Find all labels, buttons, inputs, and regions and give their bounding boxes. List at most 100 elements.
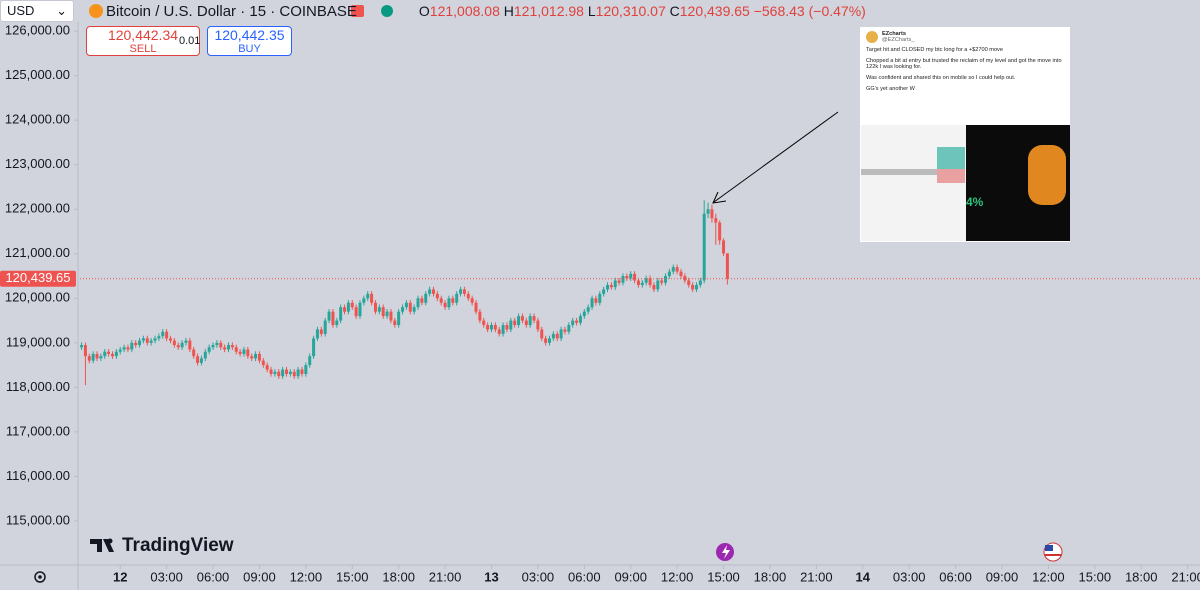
x-tick-label: 09:00 [614, 569, 647, 584]
x-tick-label: 18:00 [382, 569, 415, 584]
candle-body [617, 280, 621, 283]
candle-body [710, 209, 714, 219]
candle-body [443, 302, 447, 308]
y-tick-label: 119,000.00 [6, 334, 70, 349]
change: −568.43 (−0.47%) [753, 3, 866, 19]
candle-body [559, 329, 563, 339]
candle-body [397, 311, 401, 326]
tweet-head: EZcharts @EZCharts_ [860, 27, 1070, 47]
flag-icon[interactable] [1043, 542, 1063, 562]
candle-body [412, 307, 416, 312]
candle-body [238, 351, 242, 354]
ohlc-value: 120,439.65 [679, 3, 750, 19]
candle-body [161, 331, 165, 337]
candle-body [698, 280, 702, 285]
candle-body [288, 371, 292, 374]
candle-body [230, 345, 234, 348]
sell-button[interactable]: 120,442.34 SELL [86, 26, 200, 56]
symbol-icons [89, 4, 393, 18]
ohlc-value: 121,012.98 [513, 3, 584, 19]
candle-body [582, 311, 586, 317]
candle-body [110, 353, 114, 357]
sell-price: 120,442.34 [107, 27, 179, 43]
candle-body [172, 340, 176, 346]
candle-body [474, 302, 478, 312]
candle-body [153, 338, 157, 341]
annotation-arrow [713, 111, 839, 203]
candle-body [385, 311, 389, 317]
candle-body [107, 351, 111, 354]
candle-body [578, 316, 582, 323]
candle-body [424, 293, 428, 303]
candle-body [362, 298, 366, 303]
candle-body [312, 338, 316, 357]
candle-body [609, 284, 613, 288]
candle-body [176, 345, 180, 348]
candle-body [667, 271, 671, 277]
candle-body [644, 278, 648, 283]
buy-button[interactable]: 120,442.35 BUY [207, 26, 292, 56]
candle-body [122, 347, 126, 350]
x-tick-label: 12:00 [290, 569, 323, 584]
logo-text: TradingView [122, 535, 234, 556]
candle-body [551, 333, 555, 339]
candle-body [517, 316, 521, 326]
x-tick-label: 18:00 [754, 569, 787, 584]
currency-select[interactable]: USD ⌄ [0, 0, 74, 22]
x-tick-label: 14 [856, 569, 871, 584]
x-tick-label: 03:00 [522, 569, 555, 584]
candle-body [254, 353, 258, 359]
candle-body [199, 358, 203, 363]
candle-body [482, 320, 486, 326]
candle-body [505, 325, 509, 330]
y-tick-label: 126,000.00 [5, 23, 70, 38]
candle-body [691, 284, 695, 290]
candle-body [486, 325, 490, 330]
candle-body [544, 338, 548, 343]
quantity: 0.01 [179, 35, 201, 47]
candle-body [428, 289, 432, 294]
buy-label: BUY [238, 43, 261, 56]
settings-icon[interactable] [34, 571, 46, 583]
ohlc-label: O [418, 3, 430, 19]
candle-body [358, 302, 362, 317]
candle-body [497, 329, 501, 334]
candle-body [408, 302, 412, 312]
candle-body [339, 307, 343, 321]
x-tick-label: 12:00 [661, 569, 694, 584]
candle-body [366, 293, 370, 299]
candle-body [575, 320, 579, 323]
x-tick-label: 18:00 [1125, 569, 1158, 584]
arrow-head [712, 191, 727, 204]
x-tick-label: 03:00 [893, 569, 926, 584]
candle-body [377, 307, 381, 312]
candle-body [149, 340, 153, 343]
tweet-body: Target hit and CLOSED my btc long for a … [860, 47, 1070, 92]
candle-body [606, 284, 610, 290]
candle-body [138, 340, 142, 346]
candle-body [501, 325, 505, 334]
y-tick-label: 125,000.00 [5, 67, 70, 82]
tweet-text: Was confident and shared this on mobile … [866, 75, 1016, 81]
candle-body [87, 356, 91, 361]
candle-body [722, 240, 726, 254]
image-box [937, 169, 965, 183]
candle-body [528, 316, 532, 326]
candle-body [265, 365, 269, 370]
event-icon[interactable] [716, 543, 734, 561]
candle-body [223, 347, 227, 350]
candle-body [308, 356, 312, 366]
image-box [861, 169, 937, 175]
sell-label: SELL [129, 43, 157, 56]
candle-body [683, 276, 687, 281]
candle-body [455, 293, 459, 303]
candle-body [134, 342, 138, 346]
candle-body [95, 353, 99, 359]
candle-body [234, 347, 238, 352]
candle-body [725, 253, 729, 279]
ohlc-label: C [669, 3, 680, 19]
candle-body [520, 316, 524, 321]
candle-body [227, 345, 231, 350]
candle-body [207, 347, 211, 352]
